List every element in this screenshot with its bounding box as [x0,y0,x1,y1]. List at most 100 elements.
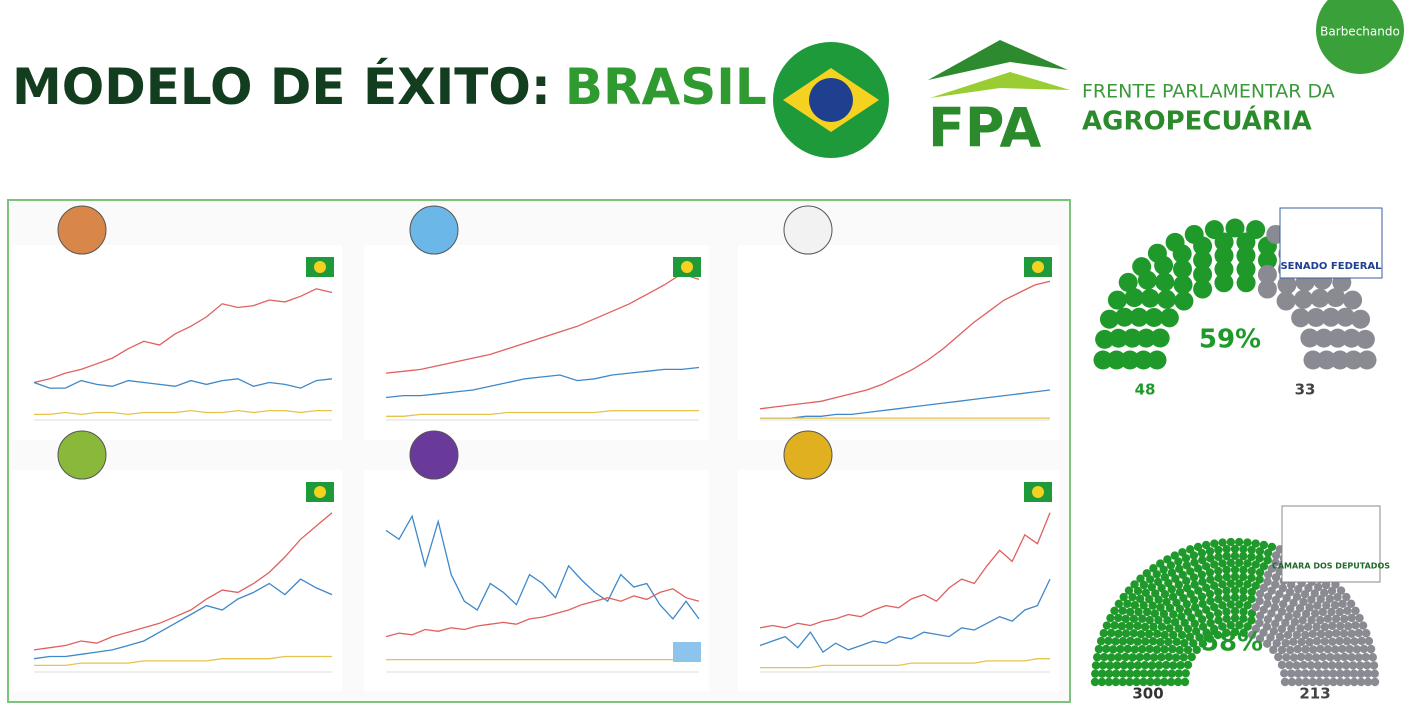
series-line [386,409,699,417]
seat [1156,603,1165,612]
seat [1172,637,1181,646]
seat [1312,636,1322,646]
seat [1213,630,1223,640]
seat [1108,645,1118,654]
seat [1109,328,1129,348]
seat [1358,621,1368,630]
seat [1247,566,1256,576]
seat [1119,661,1129,670]
seat [1114,629,1123,638]
seat [1218,580,1227,589]
seat [1333,592,1342,602]
seat [1106,613,1115,623]
seat [1179,653,1188,662]
seat [1304,652,1313,662]
seat [1283,630,1293,640]
seat [1193,236,1213,256]
seat [1255,568,1265,577]
seat [1289,653,1299,662]
seat [1136,629,1146,639]
seat [1292,661,1301,670]
title-green: BRASIL [565,58,767,116]
seat [1206,596,1215,606]
seat [1316,615,1325,625]
panel [738,470,1060,692]
seat [1277,275,1297,295]
seat [1183,660,1193,670]
yes-count: 48 [1135,381,1156,399]
seat [1214,545,1223,555]
seat [1129,614,1139,624]
seat [1274,652,1283,662]
panel-icon [409,430,459,480]
seat [1114,599,1124,608]
seat [1118,606,1127,615]
seat [1340,652,1349,662]
seat [1105,661,1115,670]
seat [1222,565,1231,575]
seat [1145,615,1154,625]
title-dark: MODELO DE ÉXITO: [12,57,551,116]
series-line [385,366,700,399]
seat [1142,607,1152,617]
seat [1177,630,1187,640]
seat [1330,601,1340,610]
seat [1104,669,1114,678]
seat [1286,645,1295,655]
seat [1132,669,1142,678]
seat [1123,644,1132,654]
seat [1160,572,1170,582]
seat [1166,677,1176,687]
seat [1130,645,1139,654]
seat [1239,628,1248,637]
series-line [385,588,700,638]
seat [1321,580,1331,590]
seat [1124,288,1144,308]
seat [1119,592,1128,602]
seat [1121,629,1131,638]
flag-center [1032,261,1044,273]
seat [1197,570,1207,579]
seat [1247,609,1257,618]
seat [1239,607,1248,616]
seat [1269,627,1279,636]
seat [1275,632,1285,642]
seat [1157,583,1166,593]
seat [1169,610,1178,619]
seat [1091,669,1100,678]
seat [1126,636,1135,646]
share: 58% [1201,628,1263,658]
seat [1247,616,1256,625]
seat [1348,661,1358,670]
seat [1239,614,1248,623]
seat [1226,537,1236,547]
seat [1271,619,1280,628]
seat [1320,622,1330,632]
seat [1324,629,1334,639]
seat [1120,350,1140,370]
series-line [33,288,333,384]
seat [1344,350,1363,370]
seat [1226,558,1236,568]
seat [1144,629,1154,639]
seat [1359,644,1369,654]
seat [1363,669,1373,678]
seat [1134,350,1153,370]
seat [1164,652,1174,662]
seat [1168,630,1178,640]
seat [1153,677,1162,687]
fpa-line1: FRENTE PARLAMENTAR DA [1082,81,1335,103]
seat [1222,628,1231,637]
seat [1255,554,1264,563]
series-line [33,512,333,651]
seat [1341,328,1361,348]
seat [1333,653,1342,662]
seat [1247,587,1257,597]
seat [1190,558,1199,567]
seat [1243,580,1252,589]
seat [1369,661,1379,670]
seat [1301,609,1311,619]
seat [1174,291,1194,311]
seat [1136,328,1156,348]
seat [1139,669,1149,678]
